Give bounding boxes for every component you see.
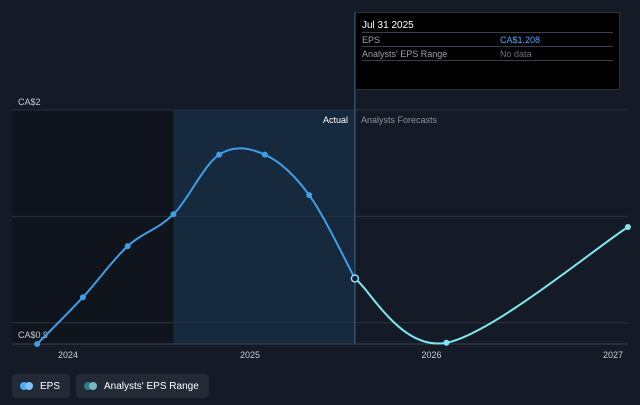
- eps-tooltip: Jul 31 2025 EPS CA$1.208 Analysts' EPS R…: [355, 12, 620, 90]
- analysts-forecasts-label: Analysts Forecasts: [361, 115, 438, 125]
- x-tick-label-2027: 2027: [603, 350, 623, 360]
- actual-label: Actual: [323, 115, 348, 125]
- eps-swatch-icon: [20, 382, 34, 390]
- forecast-line: [354, 226, 629, 345]
- eps-point-2: [124, 243, 131, 250]
- tooltip-divider: [362, 60, 613, 74]
- legend-item-eps[interactable]: EPS: [12, 374, 71, 398]
- forecast-point-1: [443, 339, 450, 346]
- eps-point-4: [216, 151, 223, 158]
- y-axis-top-label: CA$2: [18, 97, 41, 107]
- tooltip-eps-label: EPS: [362, 35, 381, 45]
- x-tick-label-2025: 2025: [240, 350, 260, 360]
- eps-point-6: [306, 192, 313, 199]
- eps-point-3: [170, 211, 177, 218]
- highlight-band: [173, 110, 355, 344]
- tooltip-row-range: Analysts' EPS Range No data: [362, 46, 613, 60]
- forecast-point-2: [624, 224, 631, 230]
- past-shade-band: [12, 110, 174, 344]
- x-tick-label-2024: 2024: [58, 350, 78, 360]
- legend-eps-label: EPS: [40, 380, 61, 392]
- legend-item-eps-range[interactable]: Analysts' EPS Range: [76, 374, 209, 398]
- legend-range-label: Analysts' EPS Range: [104, 380, 199, 392]
- x-tick-label-2026: 2026: [421, 350, 441, 360]
- tooltip-range-label: Analysts' EPS Range: [362, 49, 448, 59]
- tooltip-eps-value: CA$1.208: [500, 35, 541, 45]
- tooltip-range-value: No data: [500, 49, 532, 59]
- eps-point-0: [34, 341, 41, 347]
- eps-range-swatch-icon: [84, 382, 98, 390]
- eps-point-5: [261, 151, 268, 158]
- eps-point-7: [350, 274, 360, 283]
- eps-point-1: [79, 294, 86, 301]
- y-axis-bottom-label: CA$0.9: [18, 330, 48, 340]
- tooltip-date: Jul 31 2025: [362, 20, 414, 31]
- tooltip-row-eps: EPS CA$1.208: [362, 32, 613, 46]
- chart-legend: EPS Analysts' EPS Range: [12, 374, 209, 398]
